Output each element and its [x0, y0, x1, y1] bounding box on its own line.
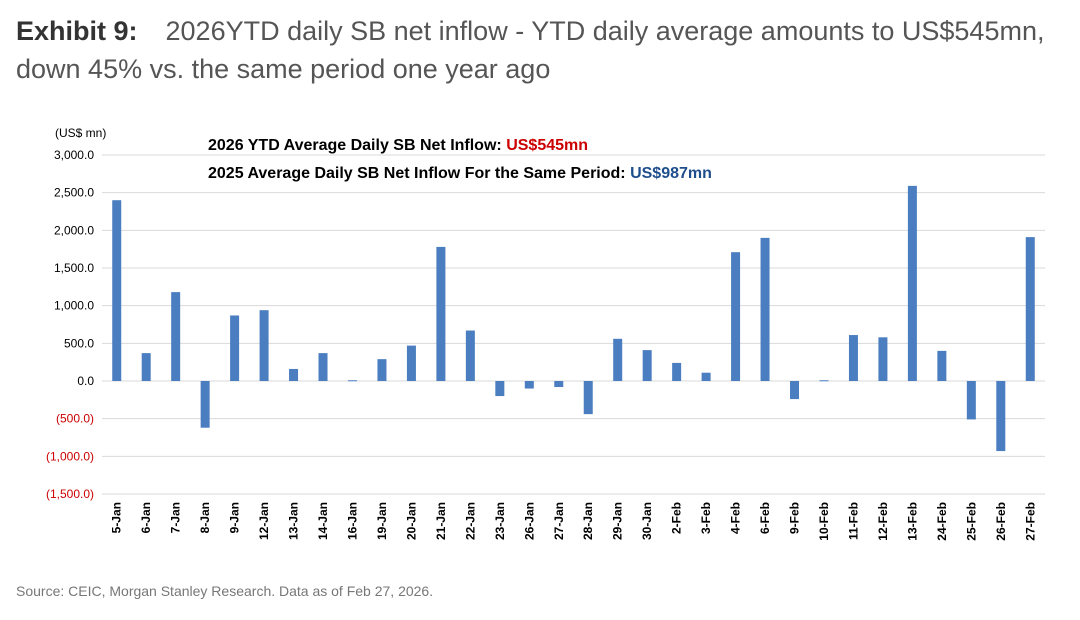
annotation-1-value: US$545mn	[506, 137, 588, 154]
bar-2-Feb	[672, 362, 682, 381]
bar-3-Feb	[701, 372, 711, 381]
y-tick-label: (1,500.0)	[46, 487, 94, 501]
y-tick-label: (1,000.0)	[46, 449, 94, 463]
x-tick-label: 14-Jan	[316, 502, 330, 540]
x-tick-label: 27-Jan	[552, 502, 566, 540]
exhibit-title-text: 2026YTD daily SB net inflow - YTD daily …	[16, 16, 1045, 84]
bar-12-Jan	[259, 310, 269, 381]
y-tick-label: 2,000.0	[54, 223, 94, 237]
x-tick-label: 25-Feb	[964, 502, 978, 541]
source-note: Source: CEIC, Morgan Stanley Research. D…	[16, 583, 434, 599]
annotation-2-label: 2025 Average Daily SB Net Inflow For the…	[208, 165, 626, 182]
bar-13-Jan	[289, 368, 299, 381]
bar-6-Feb	[760, 237, 770, 381]
bar-13-Feb	[907, 185, 917, 381]
x-tick-label: 8-Jan	[198, 502, 212, 533]
bar-27-Feb	[1025, 237, 1035, 381]
bar-26-Jan	[524, 381, 534, 389]
x-tick-label: 27-Feb	[1023, 502, 1037, 541]
y-tick-label: 1,500.0	[54, 261, 94, 275]
x-tick-label: 3-Feb	[699, 502, 713, 534]
x-tick-label: 22-Jan	[463, 502, 477, 540]
x-tick-label: 7-Jan	[169, 502, 183, 533]
bar-24-Feb	[937, 350, 947, 381]
y-tick-label: 0.0	[77, 374, 94, 388]
x-tick-label: 21-Jan	[434, 502, 448, 540]
bar-22-Jan	[465, 330, 475, 381]
x-tick-label: 28-Jan	[581, 502, 595, 540]
y-tick-label: 3,000.0	[54, 148, 94, 162]
x-tick-label: 11-Feb	[846, 502, 860, 540]
x-tick-label: 12-Feb	[876, 502, 890, 541]
x-tick-label: 23-Jan	[493, 502, 507, 540]
x-tick-label: 13-Feb	[905, 502, 919, 541]
x-tick-label: 13-Jan	[287, 502, 301, 540]
bar-30-Jan	[642, 350, 652, 381]
exhibit-title: Exhibit 9: 2026YTD daily SB net inflow - …	[16, 12, 1066, 88]
x-tick-label: 9-Jan	[228, 502, 242, 533]
bar-28-Jan	[583, 381, 593, 415]
bar-19-Jan	[377, 359, 387, 381]
bar-10-Feb	[819, 380, 829, 382]
x-tick-label: 6-Feb	[758, 502, 772, 534]
bar-26-Feb	[996, 381, 1006, 452]
bar-5-Jan	[112, 200, 122, 381]
exhibit-label: Exhibit 9:	[16, 16, 138, 46]
x-tick-label: 16-Jan	[345, 502, 359, 540]
axes: 3,000.0 2,500.0 2,000.0 1,500.0 1,000.0 500.0…	[46, 148, 1037, 541]
x-tick-label: 2-Feb	[670, 502, 684, 534]
bar-14-Jan	[318, 353, 328, 381]
bar-4-Feb	[731, 252, 741, 381]
bar-16-Jan	[347, 380, 357, 382]
bar-23-Jan	[495, 381, 505, 397]
y-unit-label: (US$ mn)	[55, 126, 106, 140]
annotation-line-1: 2026 YTD Average Daily SB Net Inflow: US…	[208, 137, 588, 154]
bar-12-Feb	[878, 337, 888, 381]
x-tick-label: 12-Jan	[257, 502, 271, 540]
y-tick-label: 1,000.0	[54, 299, 94, 313]
bar-8-Jan	[200, 381, 210, 428]
annotation-1-label: 2026 YTD Average Daily SB Net Inflow:	[208, 137, 502, 154]
x-tick-label: 26-Jan	[522, 502, 536, 540]
bar-6-Jan	[141, 353, 151, 381]
annotation-line-2: 2025 Average Daily SB Net Inflow For the…	[208, 165, 712, 182]
x-tick-label: 20-Jan	[404, 502, 418, 540]
gridlines	[102, 154, 1045, 495]
bar-29-Jan	[613, 338, 623, 381]
x-tick-label: 24-Feb	[935, 502, 949, 541]
y-tick-label: (500.0)	[56, 412, 94, 426]
bar-11-Feb	[848, 335, 858, 381]
x-tick-label: 9-Feb	[788, 502, 802, 534]
x-tick-label: 19-Jan	[375, 502, 389, 540]
x-tick-label: 29-Jan	[611, 502, 625, 540]
bar-20-Jan	[406, 345, 416, 381]
bar-9-Feb	[790, 381, 800, 400]
x-tick-label: 30-Jan	[640, 502, 654, 540]
x-tick-label: 4-Feb	[729, 502, 743, 534]
bar-9-Jan	[230, 315, 240, 381]
x-tick-label: 6-Jan	[139, 502, 153, 533]
bar-chart: (US$ mn) 2026 YTD Average Daily SB Net I…	[46, 126, 1045, 541]
bar-7-Jan	[171, 292, 181, 381]
bar-21-Jan	[436, 246, 446, 381]
bar-25-Feb	[966, 381, 976, 420]
y-tick-label: 2,500.0	[54, 186, 94, 200]
bars	[112, 185, 1035, 452]
bar-27-Jan	[554, 381, 564, 388]
x-tick-label: 26-Feb	[994, 502, 1008, 541]
x-tick-label: 5-Jan	[110, 502, 124, 533]
y-tick-label: 500.0	[64, 336, 94, 350]
x-tick-label: 10-Feb	[817, 502, 831, 541]
annotation-2-value: US$987mn	[630, 165, 712, 182]
